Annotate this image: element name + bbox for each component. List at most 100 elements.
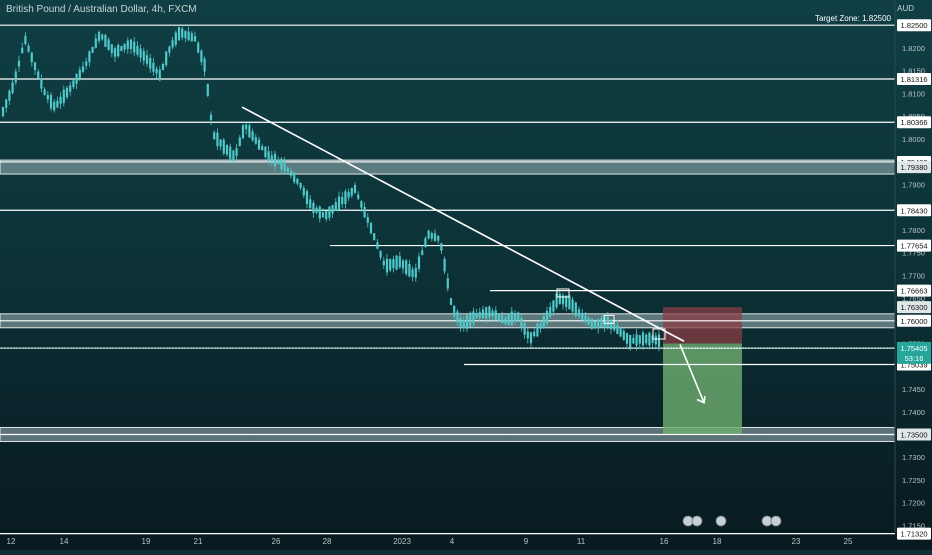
level-price-label-bg — [897, 19, 931, 32]
candle-body — [552, 300, 555, 312]
candle-body — [219, 139, 222, 147]
candle-body — [91, 47, 94, 53]
x-tick-label: 11 — [577, 537, 586, 546]
candle-body — [376, 242, 379, 249]
candle-body — [629, 335, 632, 348]
y-tick-label: 1.7150 — [902, 521, 925, 530]
candle-body — [504, 317, 507, 324]
candle-body — [161, 63, 165, 71]
candle-body — [641, 332, 645, 346]
candle-body — [88, 51, 91, 63]
candle — [273, 150, 277, 172]
candle-body — [472, 311, 475, 324]
candle-body — [542, 316, 545, 329]
candle — [136, 40, 139, 57]
candle — [24, 32, 27, 46]
level-price-label: 1.75039 — [900, 361, 927, 370]
candle — [184, 30, 187, 43]
candle-body — [657, 334, 661, 348]
candle — [542, 312, 545, 329]
candle-body — [65, 87, 69, 98]
candle — [193, 31, 197, 42]
candle-body — [440, 243, 443, 251]
candle — [187, 26, 190, 41]
x-tick-label: 21 — [194, 537, 203, 546]
x-tick-label: 14 — [60, 537, 69, 546]
candle — [379, 250, 382, 261]
marker-box — [652, 328, 666, 340]
candle-body — [369, 222, 373, 234]
candle — [251, 128, 254, 142]
candle-body — [408, 264, 411, 277]
candle-body — [30, 52, 33, 63]
candle-body — [120, 46, 123, 52]
candle-body — [309, 199, 312, 209]
level-price-label: 1.76663 — [900, 287, 927, 296]
candle — [245, 122, 248, 135]
candle-body — [389, 259, 392, 271]
candle — [443, 256, 446, 275]
candle — [337, 191, 341, 212]
candle-body — [277, 159, 280, 165]
candle-body — [97, 31, 101, 41]
candle — [21, 42, 24, 55]
candle — [597, 317, 600, 334]
candle-body — [321, 212, 325, 218]
candle-body — [421, 250, 424, 255]
candle-body — [113, 48, 117, 57]
candle-body — [315, 207, 318, 213]
candle — [248, 122, 251, 138]
y-tick-label: 1.7250 — [902, 476, 925, 485]
event-flag-icon — [682, 515, 694, 527]
candle — [309, 195, 312, 210]
zone-price-label-bg — [897, 428, 931, 441]
candle-body — [497, 313, 501, 321]
candle-body — [283, 160, 286, 171]
candle-body — [443, 258, 446, 272]
candle-body — [638, 335, 641, 344]
candle-body — [149, 58, 152, 69]
level-price-label-bg — [897, 204, 931, 217]
candle — [584, 311, 587, 326]
candle — [139, 44, 142, 63]
candle-body — [312, 202, 315, 214]
candle — [94, 33, 97, 49]
candle — [606, 311, 609, 330]
candle-body — [165, 51, 168, 66]
candle-body — [609, 319, 613, 330]
candle-body — [433, 233, 437, 241]
candle-body — [190, 33, 193, 42]
target-zone-text: Target Zone: 1.82500 — [815, 14, 892, 23]
marker-box — [603, 314, 615, 324]
axis-unit-label: AUD — [897, 4, 914, 13]
candle-body — [53, 101, 56, 111]
candle-body — [248, 125, 251, 138]
candle-body — [513, 313, 517, 322]
candle — [398, 251, 401, 270]
candle-body — [238, 137, 241, 147]
candle-body — [597, 319, 600, 329]
candle-body — [78, 69, 81, 79]
candle-body — [558, 293, 561, 304]
candle-body — [296, 178, 299, 184]
y-tick-label: 1.8200 — [902, 44, 925, 53]
candle — [501, 311, 504, 324]
candle — [56, 96, 59, 109]
projection-arrow-head — [696, 396, 706, 404]
candle — [152, 57, 155, 76]
candle-body — [27, 45, 30, 52]
candle — [229, 143, 232, 162]
y-tick-label: 1.7700 — [902, 271, 925, 280]
candle — [536, 322, 539, 338]
candle — [430, 231, 433, 242]
candle-body — [200, 50, 203, 63]
candle — [507, 313, 510, 326]
candle-body — [5, 99, 8, 108]
candle-body — [72, 80, 75, 88]
layer-zones — [0, 159, 896, 442]
candle — [587, 316, 590, 326]
candle-body — [136, 45, 139, 55]
candle — [533, 328, 536, 338]
zone-price-label-bg — [897, 301, 931, 314]
